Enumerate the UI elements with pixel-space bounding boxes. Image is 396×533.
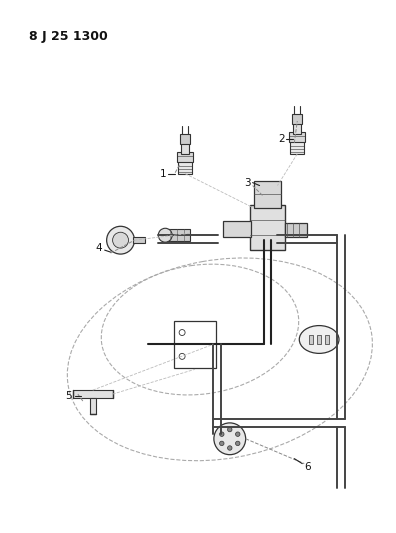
- Bar: [90, 398, 96, 414]
- Text: 5: 5: [66, 391, 72, 401]
- Bar: [325, 335, 329, 344]
- Text: 6: 6: [304, 462, 310, 472]
- Bar: [168, 229, 190, 241]
- Bar: [73, 390, 112, 398]
- Circle shape: [228, 446, 232, 450]
- Circle shape: [214, 423, 246, 455]
- Bar: [286, 223, 307, 237]
- Circle shape: [112, 232, 128, 248]
- Bar: [249, 205, 286, 250]
- Bar: [181, 142, 189, 154]
- Bar: [317, 335, 321, 344]
- Bar: [309, 335, 313, 344]
- Circle shape: [236, 441, 240, 446]
- Circle shape: [228, 427, 232, 432]
- Bar: [293, 122, 301, 134]
- Bar: [223, 221, 251, 237]
- Text: 2: 2: [278, 134, 285, 144]
- Text: 8 J 25 1300: 8 J 25 1300: [29, 30, 108, 43]
- Circle shape: [219, 432, 224, 437]
- Text: 4: 4: [95, 243, 102, 253]
- Circle shape: [236, 432, 240, 437]
- Bar: [289, 132, 305, 142]
- Bar: [178, 160, 192, 174]
- Bar: [253, 181, 282, 208]
- Circle shape: [158, 228, 172, 242]
- Text: 1: 1: [160, 168, 167, 179]
- Circle shape: [107, 227, 135, 254]
- Ellipse shape: [299, 326, 339, 353]
- Bar: [174, 321, 216, 368]
- Circle shape: [219, 441, 224, 446]
- Bar: [180, 134, 190, 144]
- Text: 3: 3: [244, 177, 251, 188]
- Bar: [292, 114, 302, 124]
- Bar: [133, 237, 145, 243]
- Bar: [290, 140, 304, 154]
- Bar: [177, 152, 193, 161]
